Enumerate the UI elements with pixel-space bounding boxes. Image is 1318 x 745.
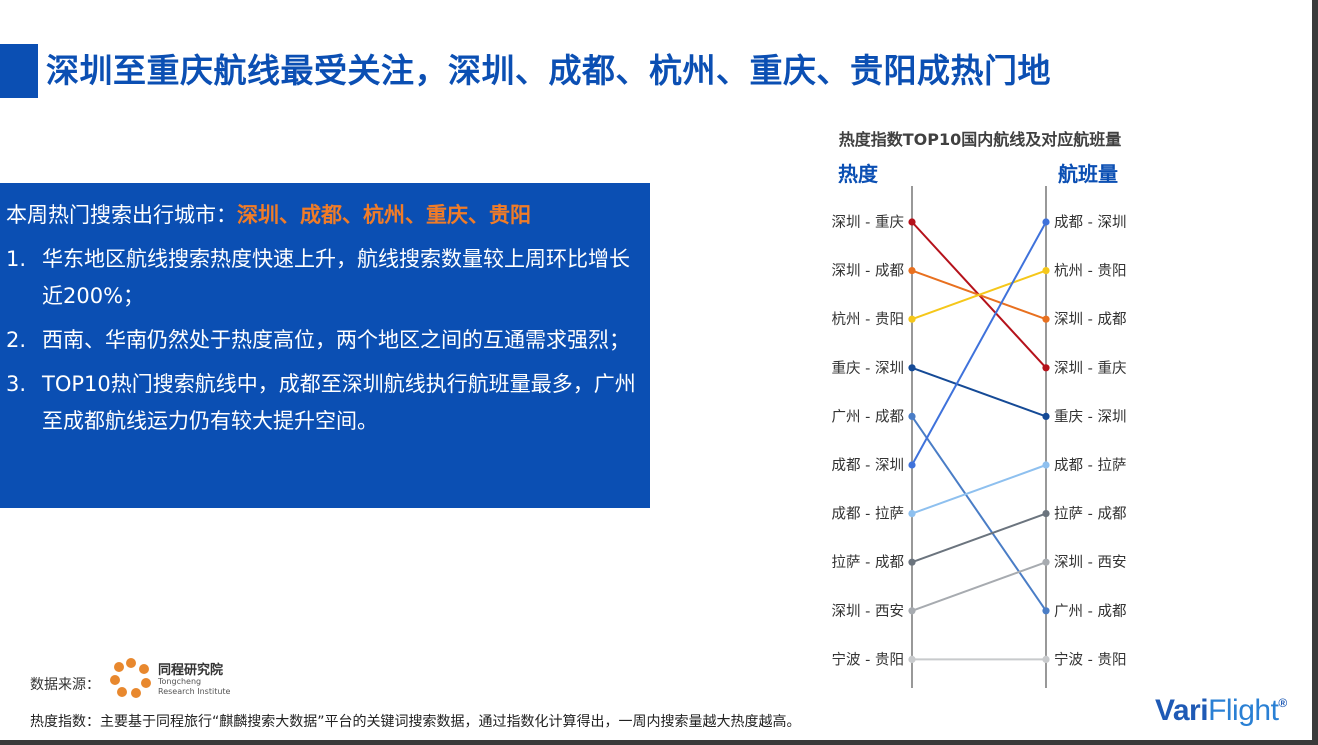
left-axis-label: 热度 xyxy=(838,162,878,186)
screen-edge-bottom xyxy=(0,740,1318,745)
left-route-label: 深圳 - 重庆 xyxy=(832,214,904,231)
left-route-label: 杭州 - 贵阳 xyxy=(832,311,904,328)
logo-name: 同程研究院 xyxy=(158,663,224,678)
series-point-left xyxy=(908,558,916,566)
tongcheng-flower-logo-icon xyxy=(110,658,151,698)
series-point-left xyxy=(908,315,916,323)
right-axis-label: 航班量 xyxy=(1058,162,1118,186)
insight-number: 2. xyxy=(6,328,27,352)
series-line xyxy=(911,415,1047,612)
insight-text: TOP10热门搜索航线中，成都至深圳航线执行航班量最多，广州至成都航线运力仍有较… xyxy=(42,372,636,433)
right-route-label: 深圳 - 重庆 xyxy=(1054,360,1126,377)
series-line xyxy=(911,512,1047,564)
insight-item: 3. TOP10热门搜索航线中，成都至深圳航线执行航班量最多，广州至成都航线运力仍… xyxy=(6,366,640,440)
left-route-label: 成都 - 拉萨 xyxy=(832,506,904,523)
insight-text: 华东地区航线搜索热度快速上升，航线搜索数量较上周环比增长近200%； xyxy=(42,247,630,308)
brand-light: Flight xyxy=(1208,694,1279,727)
screen-edge-right xyxy=(1312,0,1318,745)
heat-index-footnote: 热度指数：主要基于同程旅行“麒麟搜索大数据”平台的关键词搜索数据，通过指数化计算… xyxy=(30,714,801,730)
left-route-label: 拉萨 - 成都 xyxy=(832,554,904,571)
series-point-right xyxy=(1042,364,1050,372)
series-point-right xyxy=(1042,218,1050,226)
series-line xyxy=(911,366,1047,418)
title-accent-bar xyxy=(0,44,38,98)
left-route-label: 广州 - 成都 xyxy=(832,408,904,425)
series-point-left xyxy=(908,218,916,226)
series-point-left xyxy=(908,412,916,420)
brand-registered: ® xyxy=(1278,696,1287,710)
data-source-label: 数据来源： xyxy=(30,677,100,693)
series-point-left xyxy=(908,655,916,664)
left-route-label: 深圳 - 成都 xyxy=(832,263,904,280)
series-point-left xyxy=(908,364,916,372)
insight-text: 西南、华南仍然处于热度高位，两个地区之间的互通需求强烈； xyxy=(42,328,630,352)
left-route-label: 深圳 - 西安 xyxy=(832,603,904,620)
series-line xyxy=(911,464,1047,515)
series-point-right xyxy=(1042,558,1050,566)
series-point-right xyxy=(1042,412,1050,420)
variflight-logo: VariFlight® xyxy=(1155,694,1287,728)
hot-cities-label: 本周热门搜索出行城市： xyxy=(6,203,237,227)
insight-number: 1. xyxy=(6,247,27,271)
insight-number: 3. xyxy=(6,372,27,396)
series-point-right xyxy=(1042,267,1050,275)
series-line xyxy=(911,221,1047,466)
insight-panel: 本周热门搜索出行城市：深圳、成都、杭州、重庆、贵阳 1. 华东地区航线搜索热度快速… xyxy=(0,183,650,508)
right-route-label: 重庆 - 深圳 xyxy=(1054,408,1126,425)
insight-item: 2. 西南、华南仍然处于热度高位，两个地区之间的互通需求强烈； xyxy=(6,322,640,359)
series-line xyxy=(911,269,1047,321)
insight-item: 1. 华东地区航线搜索热度快速上升，航线搜索数量较上周环比增长近200%； xyxy=(6,241,640,315)
series-point-right xyxy=(1042,607,1050,615)
series-line xyxy=(911,561,1047,612)
right-route-label: 广州 - 成都 xyxy=(1054,603,1126,620)
left-route-label: 宁波 - 贵阳 xyxy=(832,651,904,668)
right-route-label: 成都 - 拉萨 xyxy=(1054,457,1126,474)
series-point-left xyxy=(908,607,916,615)
right-route-label: 杭州 - 贵阳 xyxy=(1054,263,1126,280)
left-route-label: 重庆 - 深圳 xyxy=(832,360,904,377)
series-point-right xyxy=(1042,655,1050,664)
chart-title: 热度指数TOP10国内航线及对应航班量 xyxy=(838,130,1122,149)
left-route-label: 成都 - 深圳 xyxy=(832,457,904,474)
right-route-label: 宁波 - 贵阳 xyxy=(1054,651,1126,668)
logo-english-line1: Tongcheng xyxy=(158,677,202,686)
hot-cities-value: 深圳、成都、杭州、重庆、贵阳 xyxy=(237,203,531,227)
right-route-label: 深圳 - 成都 xyxy=(1054,311,1126,328)
tongcheng-logo: 同程研究院 Tongcheng Research Institute xyxy=(108,656,238,700)
right-route-label: 拉萨 - 成都 xyxy=(1054,506,1126,523)
page-title: 深圳至重庆航线最受关注，深圳、成都、杭州、重庆、贵阳成热门地 xyxy=(46,51,1051,90)
series-point-left xyxy=(908,509,916,518)
right-route-label: 深圳 - 西安 xyxy=(1054,554,1126,571)
brand-main: Vari xyxy=(1155,694,1209,727)
logo-english-line2: Research Institute xyxy=(158,687,231,696)
series-point-left xyxy=(908,461,916,469)
series-point-right xyxy=(1042,315,1050,323)
hot-cities-line: 本周热门搜索出行城市：深圳、成都、杭州、重庆、贵阳 xyxy=(6,197,640,234)
series-point-left xyxy=(908,267,916,275)
right-route-label: 成都 - 深圳 xyxy=(1054,214,1126,231)
series-point-right xyxy=(1042,509,1050,518)
series-point-right xyxy=(1042,461,1050,469)
